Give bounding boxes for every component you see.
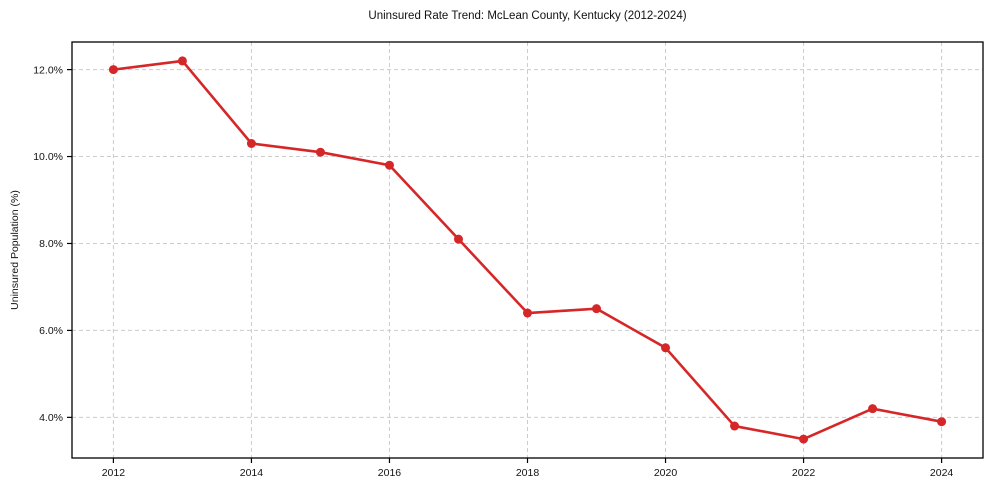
y-tick-label: 4.0% bbox=[39, 412, 63, 424]
y-tick-label: 8.0% bbox=[39, 238, 63, 250]
x-tick-label: 2024 bbox=[930, 467, 954, 479]
data-point bbox=[730, 421, 740, 431]
y-tick-label: 10.0% bbox=[33, 151, 63, 163]
data-point bbox=[453, 234, 463, 244]
chart-title: Uninsured Rate Trend: McLean County, Ken… bbox=[368, 10, 687, 22]
trend-line bbox=[112, 59, 943, 441]
y-tick-label: 12.0% bbox=[33, 64, 63, 76]
x-tick-label: 2012 bbox=[102, 467, 126, 479]
data-point bbox=[661, 343, 671, 353]
data-point bbox=[384, 160, 394, 170]
data-point bbox=[592, 304, 602, 314]
data-point bbox=[799, 434, 809, 444]
x-tick-label: 2014 bbox=[240, 467, 264, 479]
x-tick-label: 2022 bbox=[792, 467, 816, 479]
data-point bbox=[108, 65, 118, 75]
data-point bbox=[246, 139, 256, 149]
x-tick-label: 2016 bbox=[378, 467, 402, 479]
data-point bbox=[523, 308, 532, 318]
y-tick-label: 6.0% bbox=[39, 325, 63, 337]
x-tick-label: 2018 bbox=[516, 467, 540, 479]
data-point bbox=[937, 417, 947, 427]
x-tick-label: 2020 bbox=[654, 467, 678, 479]
data-point bbox=[868, 404, 878, 414]
data-point bbox=[315, 147, 325, 157]
data-point bbox=[177, 56, 187, 66]
